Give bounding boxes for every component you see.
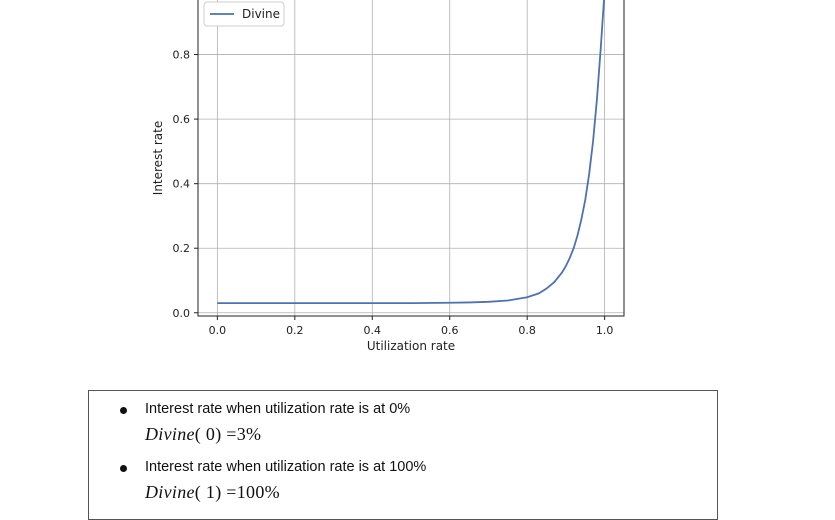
y-axis-label: Interest rate — [151, 121, 165, 195]
legend-label-divine: Divine — [242, 7, 280, 21]
bullet-icon — [120, 465, 127, 472]
y-tick-label: 0.0 — [173, 307, 191, 320]
x-tick-label: 0.6 — [441, 324, 459, 337]
x-tick-label: 0.8 — [518, 324, 536, 337]
formula-result: 3% — [236, 424, 262, 444]
x-tick-label: 0.4 — [364, 324, 382, 337]
info-box: Interest rate when utilization rate is a… — [88, 390, 718, 520]
formula: Divine( 0) =3% — [145, 424, 262, 444]
formula-result: 100% — [236, 482, 280, 502]
formula-arg: 1 — [205, 482, 216, 502]
legend: Divine — [203, 1, 285, 27]
x-axis-label: Utilization rate — [367, 339, 455, 353]
y-tick-label: 0.8 — [173, 49, 191, 62]
y-tick-label: 0.2 — [173, 242, 191, 255]
formula: Divine( 1) =100% — [145, 482, 280, 502]
plot-frame — [197, 0, 625, 317]
formula-function: Divine — [145, 482, 195, 502]
line-chart: 0.00.20.40.60.81.00.00.20.40.60.81.0 Uti… — [151, 0, 625, 353]
formula-function: Divine — [145, 424, 195, 444]
bullet-text: Interest rate when utilization rate is a… — [145, 401, 411, 417]
axis-ticks: 0.00.20.40.60.81.00.00.20.40.60.81.0 — [173, 49, 614, 337]
x-tick-label: 1.0 — [596, 324, 614, 337]
x-tick-label: 0.0 — [209, 324, 227, 337]
x-tick-label: 0.2 — [286, 324, 304, 337]
y-tick-label: 0.4 — [173, 178, 191, 191]
bullet-text: Interest rate when utilization rate is a… — [145, 459, 427, 475]
y-tick-label: 0.6 — [173, 113, 191, 126]
series-line-divine — [217, 0, 605, 304]
grid — [198, 0, 624, 316]
bullet-icon — [120, 407, 127, 414]
legend-box — [203, 1, 285, 27]
formula-arg: 0 — [205, 424, 216, 444]
